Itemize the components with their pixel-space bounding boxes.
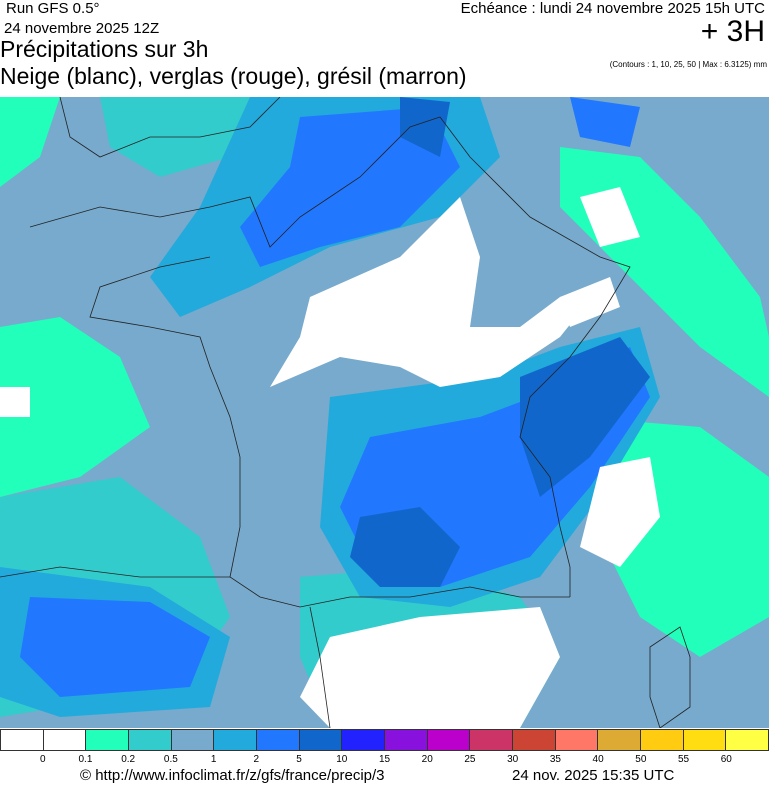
legend-swatch (598, 730, 642, 750)
national-border (439, 116, 631, 597)
legend-swatch (214, 730, 258, 750)
legend-swatch (43, 730, 87, 750)
corsica-coast (649, 626, 691, 728)
legend-swatch (129, 730, 172, 750)
legend-tick-label: 40 (592, 754, 604, 765)
source-credit: © http://www.infoclimat.fr/z/gfs/france/… (80, 767, 385, 784)
color-scale-legend (0, 729, 769, 751)
legend-swatch (513, 730, 556, 750)
map-subtitle: Neige (blanc), verglas (rouge), grésil (… (0, 63, 467, 89)
legend-tick-label: 5 (296, 754, 302, 765)
legend-swatch (385, 730, 428, 750)
legend-swatch (342, 730, 386, 750)
legend-tick-label: 1 (210, 754, 217, 765)
legend-tick-label: 15 (378, 754, 391, 765)
legend-ticks: 0 0.1 0.2 0.5 1 2 5 10 15 20 25 30 35 40 50 55 60 (0, 754, 769, 768)
legend-tick-label: 50 (635, 754, 647, 765)
generated-timestamp: 24 nov. 2025 15:35 UTC (512, 767, 675, 784)
legend-tick-label: 0.2 (121, 754, 136, 765)
legend-tick-label: 25 (464, 754, 476, 765)
contours-note: (Contours : 1, 10, 25, 50 | Max : 6.3125… (609, 60, 767, 69)
legend-swatch (683, 730, 727, 750)
legend-tick-label: 0.5 (163, 754, 178, 765)
legend-swatch (257, 730, 300, 750)
borders (0, 97, 691, 728)
legend-swatch (299, 730, 343, 750)
legend-swatch (555, 730, 599, 750)
legend-swatch (427, 730, 471, 750)
precipitation-map (0, 97, 769, 728)
legend-tick-label: 60 (720, 754, 732, 765)
legend-tick-label: 0 (39, 754, 46, 765)
run-date: 24 novembre 2025 12Z (4, 20, 160, 37)
run-label: Run GFS 0.5° (6, 0, 100, 17)
legend-tick-label: 20 (421, 754, 433, 765)
legend-tick-label: 35 (549, 754, 561, 765)
snow-areas (0, 187, 660, 728)
legend-swatch (0, 730, 44, 750)
uk-coast (59, 97, 281, 158)
legend-swatch (726, 730, 769, 750)
coastline (29, 116, 570, 608)
legend-swatch (171, 730, 215, 750)
legend-tick-label: 55 (677, 754, 690, 765)
iberia-coast (0, 566, 331, 728)
legend-tick-label: 30 (507, 754, 519, 765)
valid-time: Echéance : lundi 24 novembre 2025 15h UT… (460, 0, 765, 17)
legend-tick-label: 2 (253, 754, 260, 765)
legend-swatch (470, 730, 514, 750)
legend-tick-label: 0.1 (78, 754, 93, 765)
legend-swatch (86, 730, 130, 750)
legend-tick-label: 10 (336, 754, 348, 765)
lead-time: + 3H (700, 15, 765, 48)
legend-swatch (641, 730, 684, 750)
map-title: Précipitations sur 3h (0, 36, 209, 62)
precip-blue-areas (0, 97, 660, 717)
